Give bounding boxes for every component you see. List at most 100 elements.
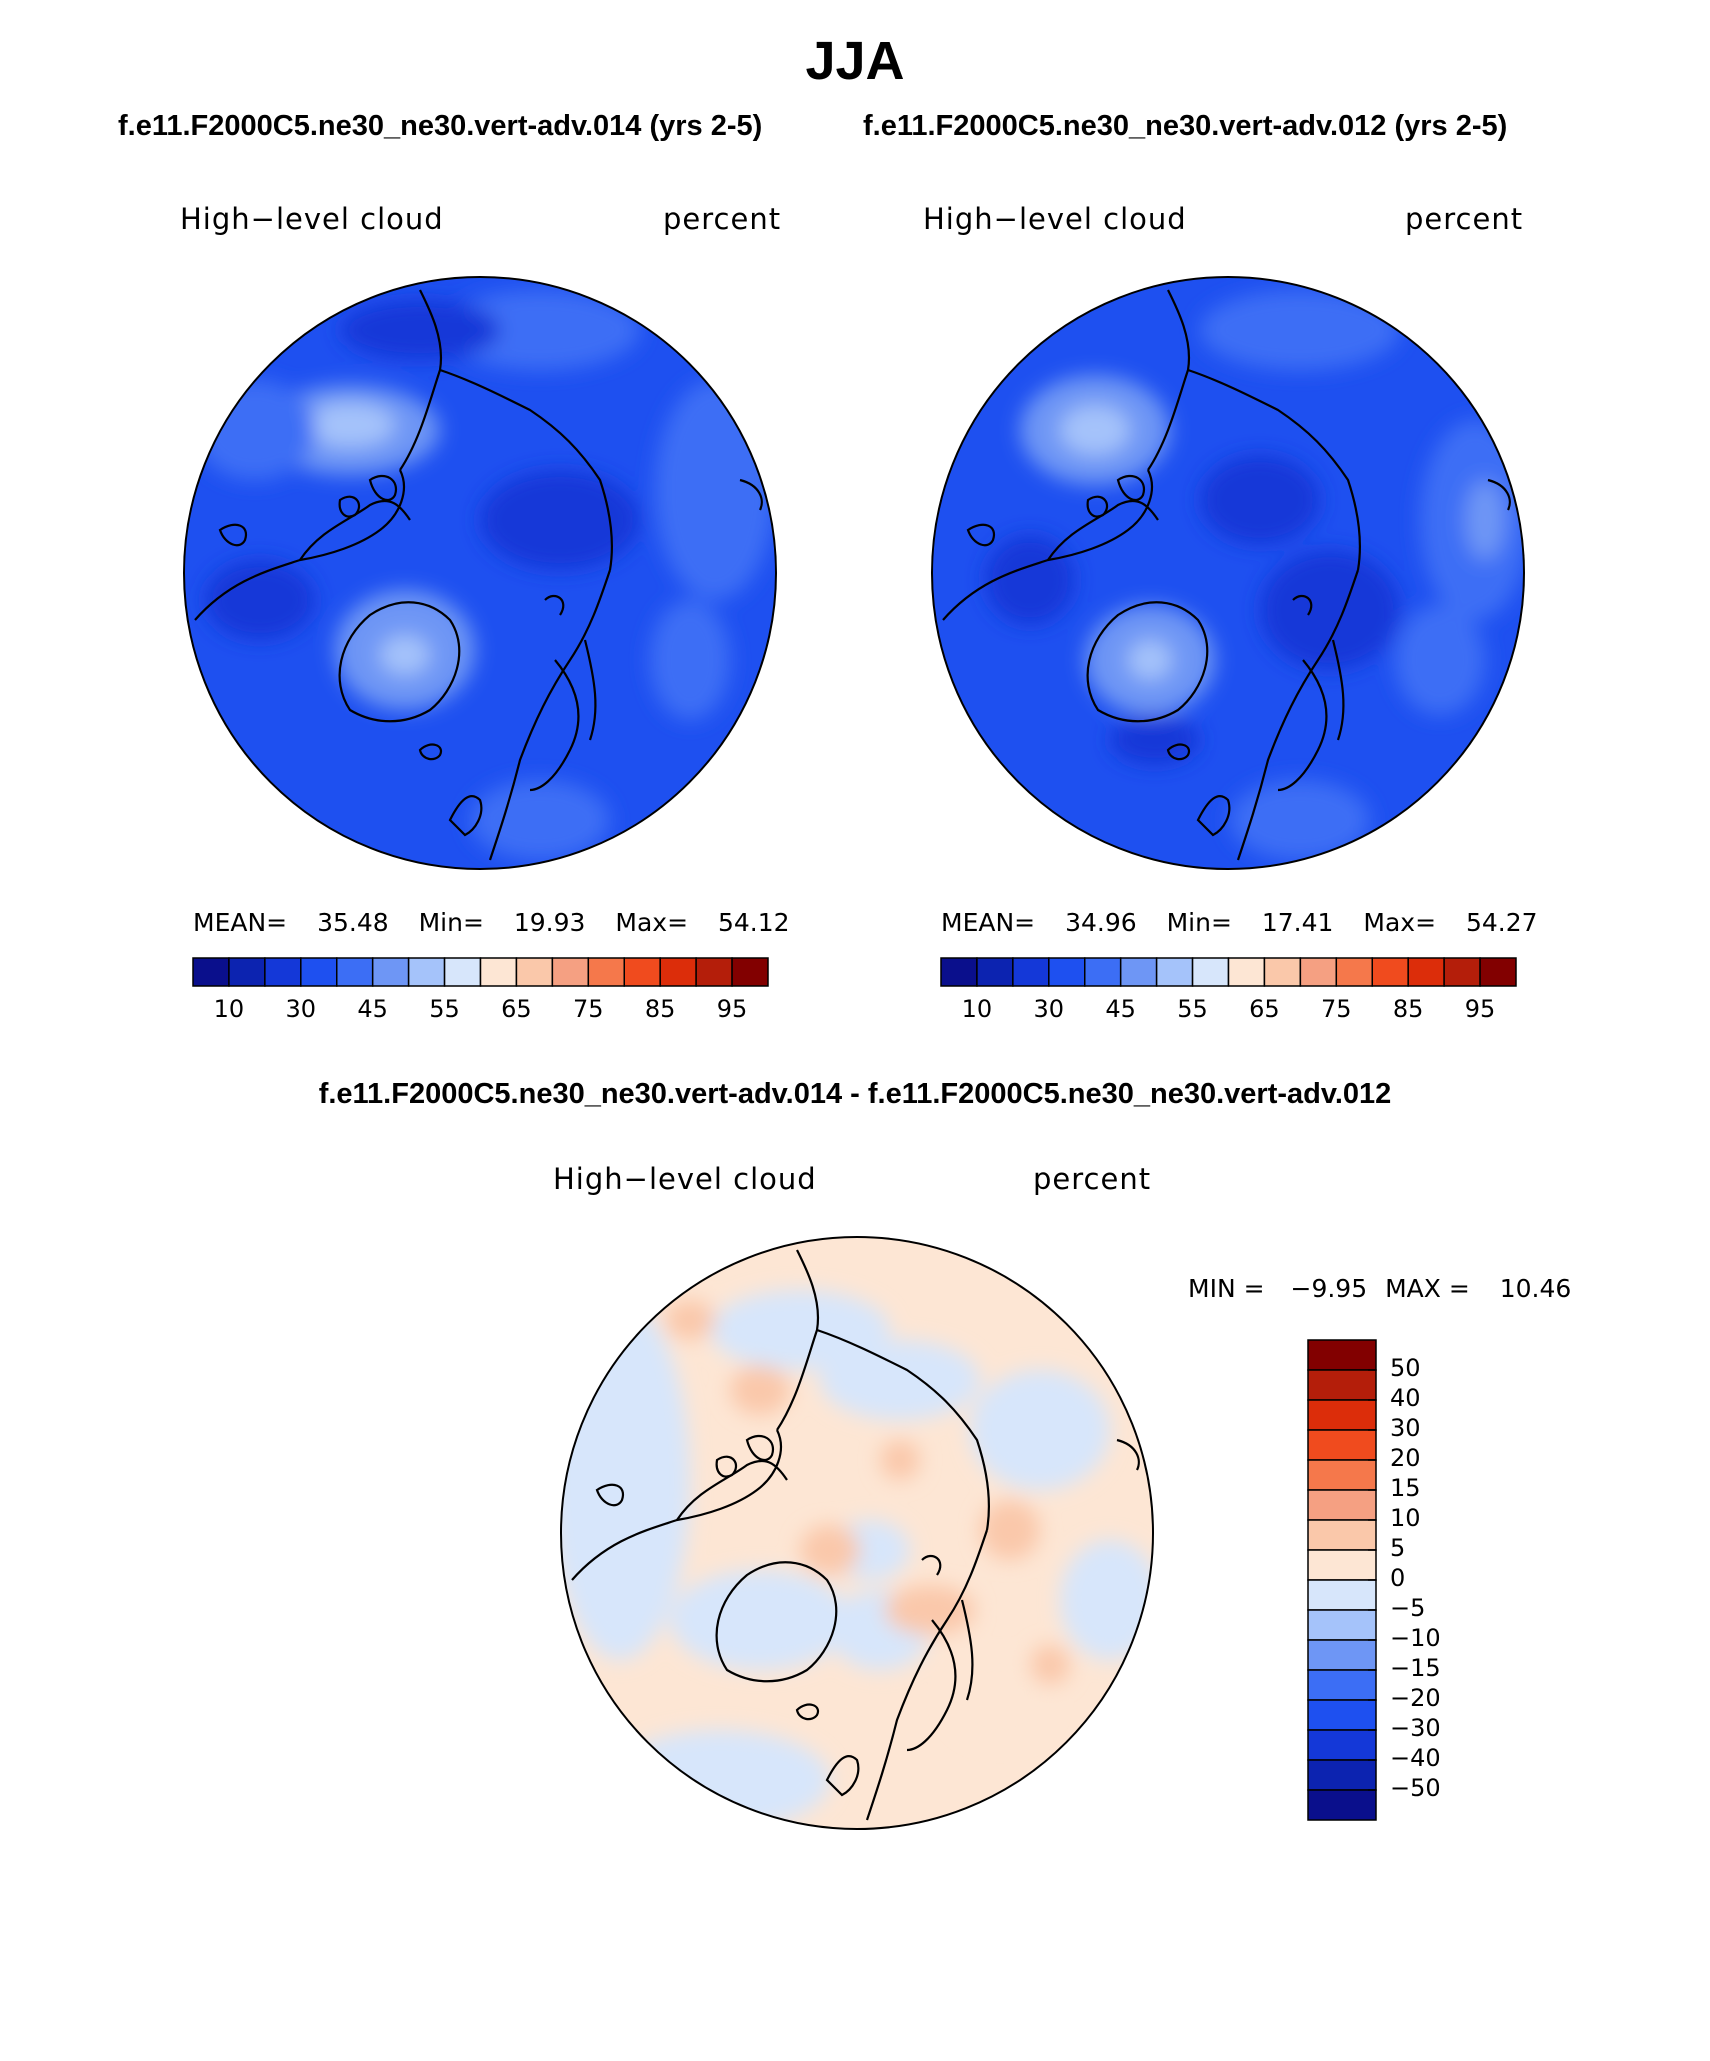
colorbar-panel2-swatch bbox=[1407, 957, 1445, 987]
colorbar-panel2-tick-label: 65 bbox=[1249, 995, 1280, 1023]
colorbar-diff-swatch bbox=[1307, 1399, 1377, 1431]
panel2-min-label: Min= bbox=[1166, 908, 1232, 937]
colorbar-panel1-tick-label: 55 bbox=[429, 995, 460, 1023]
diff-title: f.e11.F2000C5.ne30_ne30.vert-adv.014 - f… bbox=[318, 1078, 1392, 1110]
diff-variable: High−level cloud bbox=[553, 1162, 817, 1196]
colorbar-diff-swatch bbox=[1307, 1429, 1377, 1461]
colorbar-panel1-tick-label: 75 bbox=[573, 995, 604, 1023]
colorbar-panel1-swatch bbox=[623, 957, 661, 987]
colorbar-panel1-swatch bbox=[731, 957, 769, 987]
colorbar-panel1-swatch bbox=[300, 957, 338, 987]
colorbar-panel1-swatch bbox=[192, 957, 230, 987]
colorbar-panel1-swatch bbox=[587, 957, 625, 987]
panel2-units: percent bbox=[1405, 202, 1524, 236]
colorbar-panel2-tick-label: 30 bbox=[1033, 995, 1065, 1023]
case-title-left: f.e11.F2000C5.ne30_ne30.vert-adv.014 (yr… bbox=[118, 110, 763, 142]
colorbar-panel2-swatch bbox=[1119, 957, 1158, 987]
colorbar-diff-swatch bbox=[1307, 1549, 1377, 1581]
panel2-min-value: 17.41 bbox=[1261, 908, 1334, 937]
colorbar-panel1-swatch bbox=[479, 957, 518, 987]
diff-max-label: MAX = bbox=[1385, 1274, 1470, 1303]
colorbar-diff-swatch bbox=[1307, 1369, 1377, 1401]
colorbar-panel1-ticks: 10 30 45 55 65 75 85 95 bbox=[0, 995, 1710, 1025]
colorbar-panel2-tick-label: 45 bbox=[1105, 995, 1136, 1023]
colorbar-diff-swatch bbox=[1307, 1489, 1377, 1521]
panel2-variable: High−level cloud bbox=[923, 202, 1187, 236]
panel2-mean-label: MEAN= bbox=[941, 908, 1036, 937]
colorbar-diff-swatch bbox=[1307, 1339, 1377, 1371]
panel1-variable: High−level cloud bbox=[180, 202, 444, 236]
colorbar-diff-swatch bbox=[1307, 1519, 1377, 1551]
panel1-mean-value: 35.48 bbox=[317, 908, 389, 937]
colorbar-panel2-swatch bbox=[1012, 957, 1050, 987]
colorbar-diff-swatch bbox=[1307, 1699, 1377, 1731]
colorbar-panel2-swatch bbox=[1048, 957, 1086, 987]
diff-min-value: −9.95 bbox=[1290, 1274, 1368, 1303]
colorbar-panel1-swatch bbox=[515, 957, 554, 987]
page-title: JJA bbox=[805, 31, 905, 91]
colorbar-panel1-swatch bbox=[551, 957, 590, 987]
colorbar-panel2-swatch bbox=[1335, 957, 1373, 987]
colorbar-panel2-ticks: 10 30 45 55 65 75 85 95 bbox=[0, 995, 1710, 1025]
panel1-stats: MEAN= 35.48 Min= 19.93 Max= 54.12 bbox=[193, 908, 790, 937]
colorbar-diff-swatch bbox=[1307, 1459, 1377, 1491]
colorbar-panel1-swatch bbox=[336, 957, 374, 987]
colorbar-panel2 bbox=[940, 957, 1517, 987]
colorbar-panel1-tick-label: 10 bbox=[213, 995, 245, 1023]
colorbar-panel2-tick-label: 75 bbox=[1321, 995, 1352, 1023]
diff-units: percent bbox=[1033, 1162, 1152, 1196]
diff-min-label: MIN = bbox=[1188, 1274, 1265, 1303]
colorbar-panel1-tick-label: 85 bbox=[644, 995, 676, 1023]
panel1-units: percent bbox=[663, 202, 782, 236]
colorbar-panel2-tick-label: 55 bbox=[1177, 995, 1208, 1023]
colorbar-panel2-swatch bbox=[1155, 957, 1194, 987]
panel1-mean-label: MEAN= bbox=[193, 908, 288, 937]
colorbar-panel2-swatch bbox=[1227, 957, 1266, 987]
panel2-stats: MEAN= 34.96 Min= 17.41 Max= 54.27 bbox=[941, 908, 1538, 937]
panel1-max-value: 54.12 bbox=[718, 908, 790, 937]
colorbar-panel2-swatch bbox=[1263, 957, 1302, 987]
colorbar-panel2-swatch bbox=[940, 957, 978, 987]
panel2-max-value: 54.27 bbox=[1466, 908, 1538, 937]
colorbar-diff-swatch bbox=[1307, 1789, 1377, 1821]
colorbar-panel1-swatch bbox=[407, 957, 446, 987]
panel1-min-value: 19.93 bbox=[513, 908, 586, 937]
colorbar-panel1-tick-label: 45 bbox=[357, 995, 388, 1023]
colorbar-panel1-tick-label: 65 bbox=[501, 995, 532, 1023]
colorbar-diff-swatch bbox=[1307, 1579, 1377, 1611]
colorbar-panel1-tick-label: 30 bbox=[285, 995, 317, 1023]
colorbar-panel2-swatch bbox=[1371, 957, 1409, 987]
colorbar-panel2-swatch bbox=[1479, 957, 1517, 987]
colorbar-diff-swatch bbox=[1307, 1759, 1377, 1791]
panel1-min-label: Min= bbox=[418, 908, 484, 937]
colorbar-diff-swatch bbox=[1307, 1669, 1377, 1701]
colorbar-panel1-swatch bbox=[659, 957, 697, 987]
case-title-right: f.e11.F2000C5.ne30_ne30.vert-adv.012 (yr… bbox=[863, 110, 1508, 142]
colorbar-panel1-swatch bbox=[443, 957, 482, 987]
diff-map bbox=[560, 1236, 1154, 1830]
colorbar-panel2-swatch bbox=[1443, 957, 1481, 987]
diff-max-value: 10.46 bbox=[1499, 1274, 1572, 1303]
colorbar-panel2-tick-label: 95 bbox=[1464, 995, 1496, 1023]
colorbar-diff bbox=[1307, 1339, 1377, 1821]
colorbar-panel2-swatch bbox=[1299, 957, 1338, 987]
colorbar-diff-swatch bbox=[1307, 1639, 1377, 1671]
colorbar-panel1-swatch bbox=[228, 957, 266, 987]
colorbar-panel2-tick-label: 85 bbox=[1392, 995, 1424, 1023]
colorbar-diff-swatch bbox=[1307, 1609, 1377, 1641]
panel1-map bbox=[183, 276, 777, 870]
colorbar-panel1-swatch bbox=[371, 957, 410, 987]
colorbar-panel2-swatch bbox=[1191, 957, 1230, 987]
colorbar-panel1-swatch bbox=[264, 957, 302, 987]
panel2-max-label: Max= bbox=[1363, 908, 1437, 937]
colorbar-panel1-swatch bbox=[695, 957, 733, 987]
colorbar-panel2-tick-label: 10 bbox=[961, 995, 993, 1023]
diff-stats: MIN = −9.95 MAX = 10.46 bbox=[1188, 1274, 1571, 1303]
panel1-max-label: Max= bbox=[615, 908, 689, 937]
colorbar-panel1 bbox=[192, 957, 769, 987]
colorbar-panel2-swatch bbox=[976, 957, 1014, 987]
panel2-mean-value: 34.96 bbox=[1065, 908, 1137, 937]
colorbar-panel1-tick-label: 95 bbox=[716, 995, 748, 1023]
panel2-map bbox=[931, 276, 1525, 870]
